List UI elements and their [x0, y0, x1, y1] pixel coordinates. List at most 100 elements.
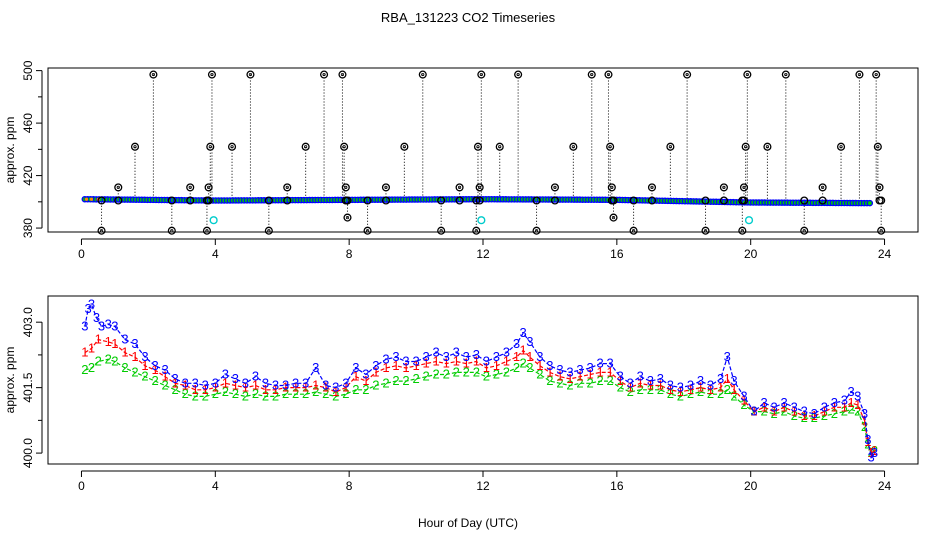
series-3-point-label: 3 — [847, 384, 854, 399]
series-3-point-label: 3 — [493, 349, 500, 364]
raw-spike-center — [133, 145, 137, 149]
x-axis-label: Hour of Day (UTC) — [418, 516, 518, 530]
top-x-tick-label: 8 — [346, 247, 353, 261]
series-2-point-label: 2 — [831, 406, 838, 421]
series-1-point-label: 1 — [161, 369, 168, 384]
series-2-point-label: 2 — [352, 382, 359, 397]
series-3-point-label: 3 — [801, 404, 808, 419]
series-2-point-label: 2 — [617, 380, 624, 395]
bottom-y-axis-label: approx. ppm — [3, 347, 17, 414]
series-2-point-label: 2 — [272, 388, 279, 403]
series-2-point-label: 2 — [526, 360, 533, 375]
raw-spike-center — [345, 215, 350, 220]
series-1-point-label: 1 — [627, 380, 634, 395]
raw-spike-point — [97, 226, 106, 235]
series-3-point-label: 3 — [831, 395, 838, 410]
series-3-point-label: 3 — [362, 367, 369, 382]
raw-spike-center — [571, 145, 575, 149]
baseline-marker-point — [84, 197, 89, 201]
series-3-point-label: 3 — [586, 360, 593, 375]
series-2-point-label: 2 — [697, 384, 704, 399]
series-3-point-label: 3 — [322, 377, 329, 392]
raw-spike-center — [478, 185, 482, 189]
series-2-point-label: 2 — [760, 404, 767, 419]
series-2-point-label: 2 — [556, 375, 563, 390]
series-1-point-label: 1 — [760, 399, 767, 414]
series-2-point-label: 2 — [791, 408, 798, 423]
raw-spike-center — [344, 185, 348, 189]
series-1-point-label: 1 — [382, 360, 389, 375]
bottom-y-tick-label: 401.5 — [21, 372, 35, 402]
top-x-tick-label: 24 — [878, 247, 892, 261]
series-3-point-label: 3 — [868, 449, 875, 464]
raw-spike-point — [381, 183, 391, 192]
raw-baseline-point — [343, 196, 352, 205]
series-3-point-label: 3 — [556, 362, 563, 377]
series-3-point-label: 3 — [520, 325, 527, 340]
raw-spike-center — [722, 185, 726, 189]
raw-spike-point — [320, 70, 329, 79]
raw-spike-point — [855, 70, 864, 79]
raw-spike-point — [475, 183, 484, 192]
series-2-point-label: 2 — [402, 373, 409, 388]
raw-spike-center — [821, 185, 825, 189]
series-3-point-label: 3 — [677, 380, 684, 395]
raw-spike-point — [283, 183, 292, 192]
series-1-point-label: 1 — [121, 345, 128, 360]
raw-spike-center — [439, 229, 443, 233]
raw-spike-center — [610, 185, 614, 189]
raw-spike-point — [569, 142, 578, 151]
raw-spike-center — [476, 145, 480, 149]
series-3-point-label: 3 — [302, 375, 309, 390]
series-1-point-label: 1 — [657, 377, 664, 392]
series-1-point-label: 1 — [566, 371, 573, 386]
series-2-point-label: 2 — [566, 377, 573, 392]
series-3-point-label: 3 — [88, 297, 95, 312]
raw-spike-center — [534, 229, 539, 233]
series-3-point-label: 3 — [463, 349, 470, 364]
series-1-point-label: 1 — [526, 349, 533, 364]
series-2-point-label: 2 — [677, 388, 684, 403]
flagged-sample-point — [744, 216, 754, 225]
bottom-x-tick-label: 4 — [212, 479, 219, 493]
top-y-tick-label: 500 — [21, 60, 35, 80]
raw-spike-point — [343, 213, 352, 222]
series-1-point-label: 1 — [332, 384, 339, 399]
raw-spike-point — [781, 70, 790, 79]
raw-spike-center — [457, 185, 462, 189]
raw-spike-center — [685, 72, 689, 77]
raw-spike-center — [116, 185, 120, 189]
raw-spike-center — [650, 185, 654, 189]
series-1-point-label: 1 — [105, 334, 112, 349]
series-3-point-label: 3 — [526, 334, 533, 349]
series-3-point-label: 3 — [402, 353, 409, 368]
series-2-point-label: 2 — [637, 382, 644, 397]
series-2-point-label: 2 — [312, 384, 319, 399]
raw-spike-point — [204, 183, 213, 192]
series-3-point-label: 3 — [724, 349, 731, 364]
series-2-point-label: 2 — [252, 386, 259, 401]
series-1-point-label: 1 — [724, 371, 731, 386]
raw-spike-point — [738, 226, 747, 235]
series-3-point-label: 3 — [332, 380, 339, 395]
raw-spike-point — [477, 70, 486, 79]
series-2-point-label: 2 — [667, 386, 674, 401]
series-1-point-label: 1 — [272, 382, 279, 397]
series-2-point-label: 2 — [740, 397, 747, 412]
series-3-point-label: 3 — [503, 345, 510, 360]
raw-spike-point — [338, 70, 347, 79]
series-2-point-label: 2 — [202, 388, 209, 403]
series-2-point-label: 2 — [121, 360, 128, 375]
raw-spike-point — [149, 70, 158, 79]
series-1-point-label: 1 — [463, 356, 470, 371]
series-1-point-label: 1 — [707, 382, 714, 397]
series-2-point-label: 2 — [493, 367, 500, 382]
series-3-point-label: 3 — [707, 377, 714, 392]
raw-spike-point — [418, 70, 427, 79]
top-x-tick-label: 12 — [476, 247, 490, 261]
series-3-point-label: 3 — [627, 375, 634, 390]
series-2-point-label: 2 — [192, 388, 199, 403]
series-1-point-label: 1 — [453, 353, 460, 368]
raw-spike-center — [839, 145, 843, 149]
raw-spike-center — [742, 185, 746, 189]
